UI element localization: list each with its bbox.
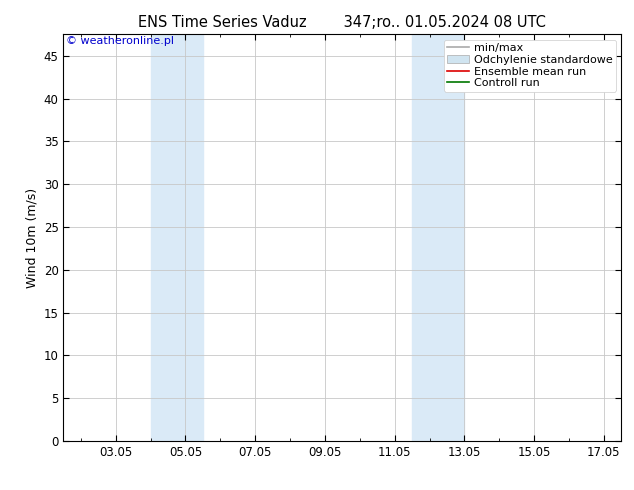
Bar [412, 34, 464, 441]
Bar [150, 34, 203, 441]
Y-axis label: Wind 10m (m/s): Wind 10m (m/s) [25, 188, 38, 288]
Text: © weatheronline.pl: © weatheronline.pl [66, 36, 174, 47]
Title: ENS Time Series Vaduz        347;ro.. 01.05.2024 08 UTC: ENS Time Series Vaduz 347;ro.. 01.05.202… [138, 15, 547, 30]
Legend: min/max, Odchylenie standardowe, Ensemble mean run, Controll run: min/max, Odchylenie standardowe, Ensembl… [444, 40, 616, 92]
